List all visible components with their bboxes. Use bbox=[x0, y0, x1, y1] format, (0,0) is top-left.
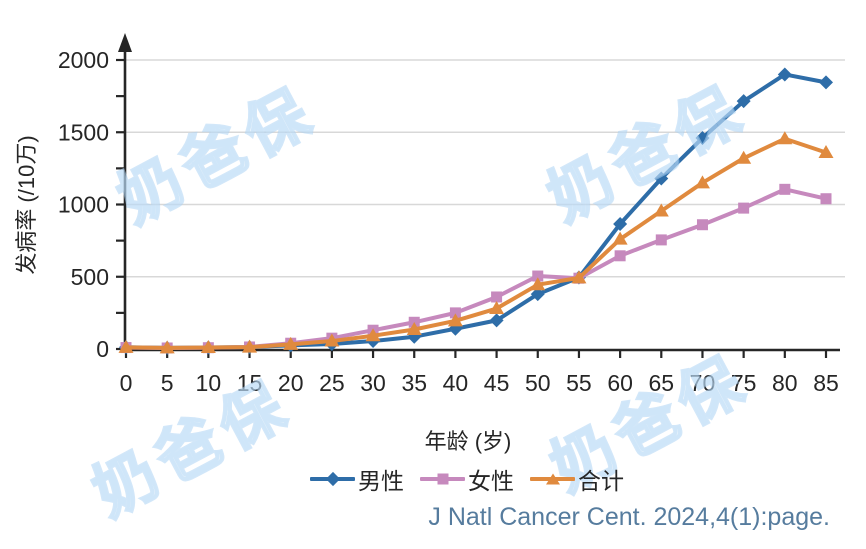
y-tick-label: 1000 bbox=[58, 192, 109, 218]
y-tick-label: 0 bbox=[96, 336, 109, 362]
square-marker-icon bbox=[532, 270, 544, 282]
square-marker-icon bbox=[614, 250, 626, 262]
triangle-marker-icon bbox=[612, 231, 628, 245]
y-axis-arrow-icon bbox=[118, 33, 132, 52]
triangle-marker-icon bbox=[489, 301, 505, 315]
diamond-marker-icon bbox=[489, 313, 504, 328]
chart-legend: 男性 女性 合计 bbox=[310, 462, 624, 496]
legend-item-total: 合计 bbox=[530, 462, 624, 496]
diamond-marker-icon bbox=[325, 471, 340, 487]
x-tick-label: 45 bbox=[484, 370, 510, 396]
legend-item-male: 男性 bbox=[310, 462, 404, 496]
y-tick-label: 500 bbox=[71, 264, 109, 290]
triangle-marker-icon bbox=[159, 340, 175, 354]
y-axis-title: 发病率 (/10万) bbox=[14, 135, 39, 275]
x-tick-label: 25 bbox=[319, 370, 345, 396]
square-marker-icon bbox=[738, 202, 750, 214]
triangle-marker-icon bbox=[365, 328, 381, 342]
square-marker-icon bbox=[449, 307, 461, 319]
square-marker-icon bbox=[437, 473, 448, 485]
diamond-marker-icon bbox=[819, 75, 833, 90]
triangle-marker-icon bbox=[736, 150, 752, 164]
legend-label-total: 合计 bbox=[578, 468, 624, 494]
x-tick-label: 35 bbox=[401, 370, 427, 396]
triangle-marker-icon bbox=[406, 321, 422, 335]
legend-item-female: 女性 bbox=[420, 462, 514, 496]
triangle-marker-icon bbox=[694, 175, 710, 189]
male-line-swatch bbox=[310, 471, 355, 487]
x-tick-label: 50 bbox=[525, 370, 551, 396]
triangle-marker-icon bbox=[818, 144, 834, 158]
x-tick-label: 65 bbox=[648, 370, 674, 396]
triangle-marker-icon bbox=[200, 340, 216, 354]
square-marker-icon bbox=[696, 219, 708, 231]
diamond-marker-icon bbox=[695, 131, 710, 146]
triangle-marker-icon bbox=[777, 131, 793, 145]
diamond-marker-icon bbox=[777, 67, 792, 82]
legend-label-female: 女性 bbox=[468, 468, 514, 494]
x-tick-label: 55 bbox=[566, 370, 592, 396]
x-tick-label: 20 bbox=[278, 370, 304, 396]
triangle-marker-icon bbox=[530, 277, 546, 291]
triangle-marker-icon bbox=[118, 339, 134, 353]
triangle-marker-icon bbox=[545, 473, 560, 485]
x-tick-label: 85 bbox=[813, 370, 839, 396]
square-marker-icon bbox=[655, 234, 667, 246]
x-tick-label: 60 bbox=[607, 370, 633, 396]
x-tick-label: 70 bbox=[690, 370, 716, 396]
triangle-marker-icon bbox=[447, 313, 463, 327]
diamond-marker-icon bbox=[530, 287, 545, 302]
diamond-marker-icon bbox=[613, 217, 628, 232]
triangle-marker-icon bbox=[242, 339, 258, 353]
x-tick-label: 40 bbox=[443, 370, 469, 396]
triangle-marker-icon bbox=[653, 203, 669, 217]
x-tick-label: 0 bbox=[120, 370, 133, 396]
y-tick-label: 1500 bbox=[58, 119, 109, 145]
triangle-marker-icon bbox=[324, 333, 340, 347]
x-tick-label: 75 bbox=[731, 370, 757, 396]
source-citation: J Natl Cancer Cent. 2024,4(1):page. bbox=[428, 503, 830, 531]
legend-label-male: 男性 bbox=[358, 468, 404, 494]
square-marker-icon bbox=[491, 291, 503, 303]
x-tick-label: 30 bbox=[360, 370, 386, 396]
triangle-marker-icon bbox=[571, 270, 587, 284]
x-axis-title: 年龄 (岁) bbox=[424, 429, 512, 454]
y-tick-label: 2000 bbox=[58, 47, 109, 73]
total-series-line bbox=[124, 136, 828, 350]
square-marker-icon bbox=[779, 183, 791, 195]
x-tick-label: 10 bbox=[196, 370, 222, 396]
x-tick-label: 15 bbox=[237, 370, 263, 396]
female-line-swatch bbox=[420, 473, 465, 485]
diamond-marker-icon bbox=[654, 171, 669, 186]
total-line-swatch bbox=[530, 473, 575, 485]
triangle-marker-icon bbox=[283, 336, 299, 350]
x-tick-label: 80 bbox=[772, 370, 798, 396]
square-marker-icon bbox=[820, 193, 832, 205]
diamond-marker-icon bbox=[736, 94, 751, 109]
x-tick-label: 5 bbox=[161, 370, 174, 396]
